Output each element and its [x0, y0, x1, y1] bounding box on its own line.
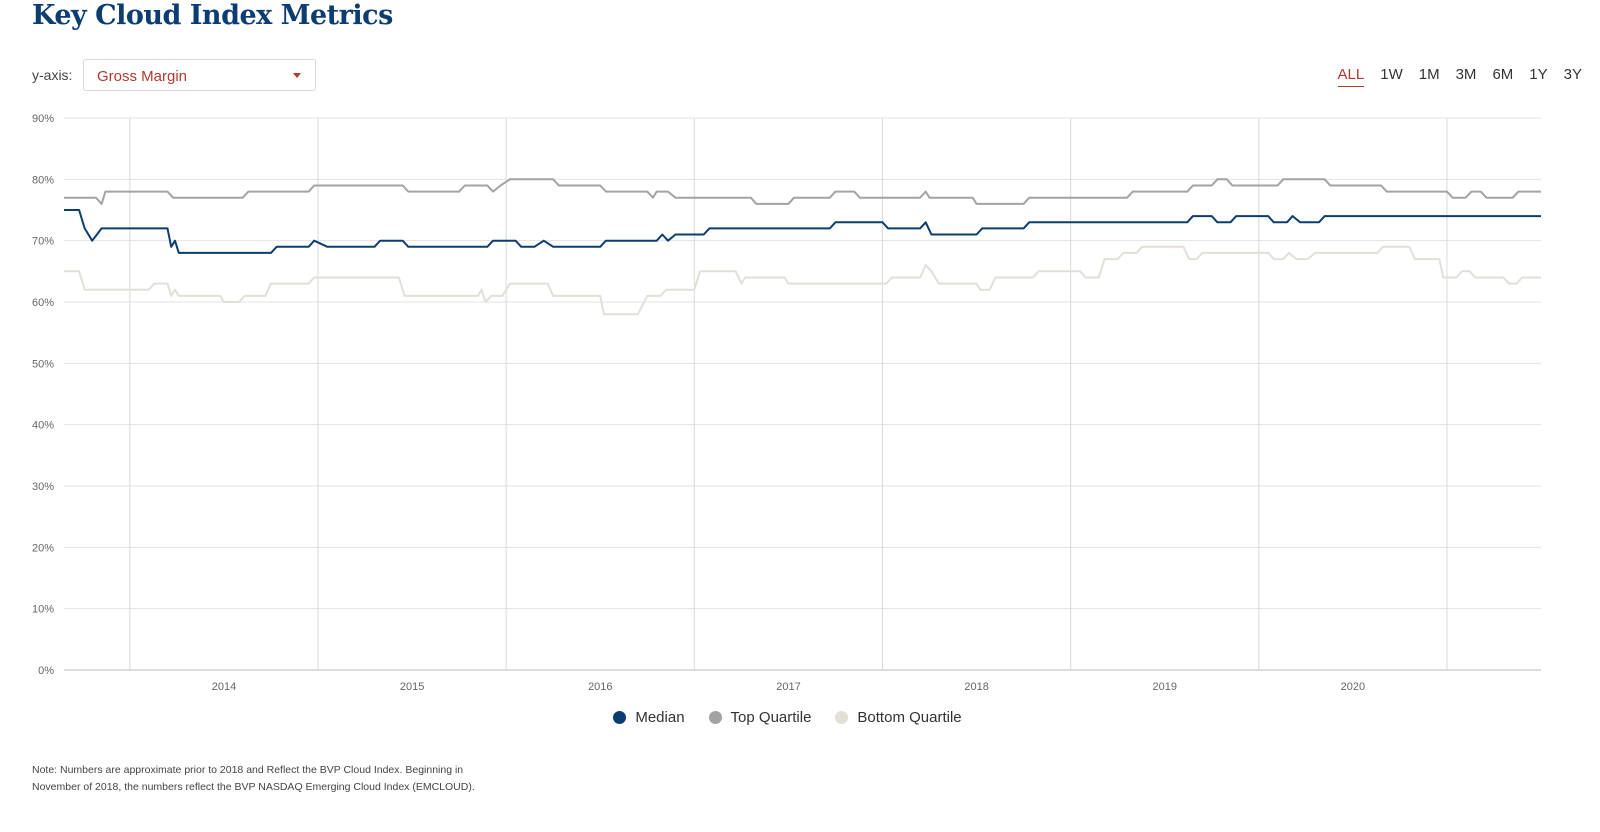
y-tick-label: 80% [32, 174, 54, 186]
legend-item-median[interactable]: Median [613, 709, 685, 726]
legend-item-bottom-quartile[interactable]: Bottom Quartile [835, 709, 962, 726]
range-3y-button[interactable]: 3Y [1563, 66, 1582, 83]
y-tick-label: 0% [38, 665, 54, 677]
range-1y-button[interactable]: 1Y [1529, 66, 1548, 83]
yaxis-selector-label: y-axis: [32, 67, 73, 83]
y-tick-label: 20% [32, 542, 54, 554]
y-tick-label: 90% [32, 113, 54, 125]
caret-down-icon [293, 73, 301, 78]
footnote: Note: Numbers are approximate prior to 2… [32, 764, 475, 793]
series-line-median [64, 209, 1541, 254]
x-tick-label: 2016 [588, 681, 612, 693]
series-line-top-quartile [64, 178, 1541, 205]
x-tick-label: 2020 [1341, 681, 1365, 693]
range-6m-button[interactable]: 6M [1492, 66, 1514, 83]
legend-swatch-top-quartile [708, 711, 722, 724]
metric-select[interactable]: Gross Margin [83, 59, 316, 91]
y-tick-label: 10% [32, 604, 54, 616]
page-title: Key Cloud Index Metrics [32, 0, 393, 31]
y-tick-label: 60% [32, 297, 54, 309]
metric-select-value: Gross Margin [97, 68, 188, 85]
legend-label-median: Median [635, 709, 685, 726]
legend-swatch-median [613, 711, 627, 724]
x-tick-label: 2017 [776, 681, 800, 693]
x-tick-label: 2015 [400, 681, 424, 693]
line-chart: 0% 10% 20% 30% 40% 50% 60% 70% 80% 90% 2014 2015 201… [32, 113, 1541, 693]
time-range-selector: ALL 1W 1M 3M 6M 1Y 3Y [1322, 66, 1582, 87]
legend-label-bottom-quartile: Bottom Quartile [857, 709, 962, 726]
x-tick-label: 2018 [964, 681, 988, 693]
y-tick-label: 50% [32, 358, 54, 370]
range-1m-button[interactable]: 1M [1418, 66, 1440, 83]
chart-legend: Median Top Quartile Bottom Quartile [0, 709, 1575, 726]
range-all-button[interactable]: ALL [1337, 66, 1365, 87]
series-line-bottom-quartile [64, 245, 1541, 316]
range-3m-button[interactable]: 3M [1455, 66, 1477, 83]
x-tick-label: 2014 [212, 681, 236, 693]
x-tick-label: 2019 [1153, 681, 1177, 693]
legend-item-top-quartile[interactable]: Top Quartile [708, 709, 812, 726]
y-tick-label: 40% [32, 420, 54, 432]
legend-swatch-bottom-quartile [835, 711, 849, 724]
legend-label-top-quartile: Top Quartile [730, 709, 812, 726]
y-tick-label: 70% [32, 236, 54, 248]
range-1w-button[interactable]: 1W [1380, 66, 1403, 83]
y-tick-label: 30% [32, 481, 54, 493]
